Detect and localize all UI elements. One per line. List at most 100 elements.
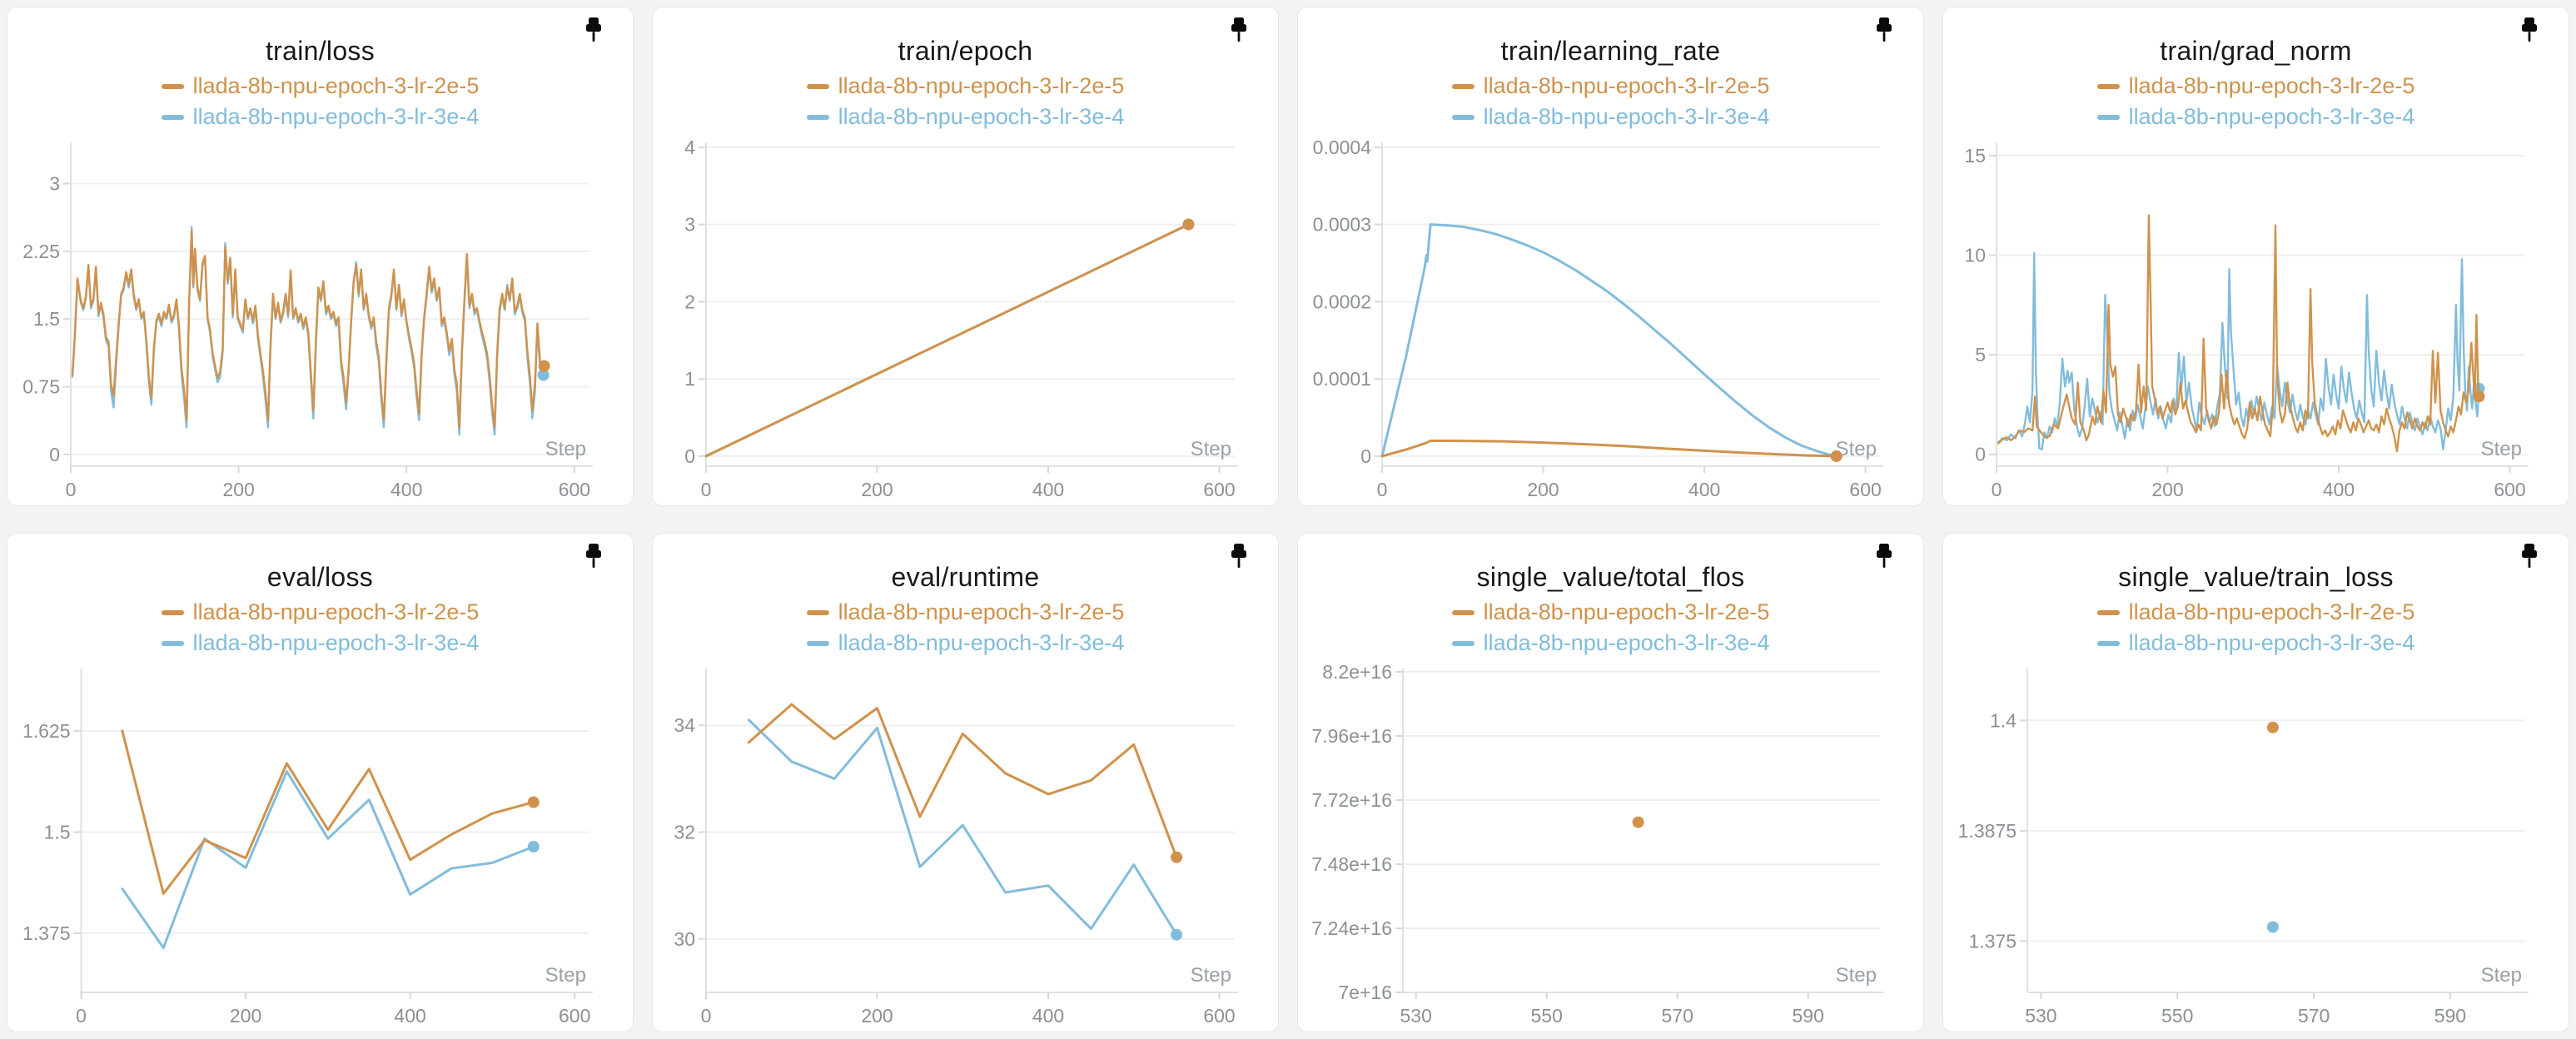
legend-label-run2: llada-8b-npu-epoch-3-lr-3e-4 [1484, 105, 1770, 130]
eval-runtime-chart[interactable]: 3032340200400600Step [653, 657, 1278, 1030]
train-epoch-chart[interactable]: 012340200400600Step [653, 131, 1278, 504]
svg-text:7.96e+16: 7.96e+16 [1311, 725, 1392, 747]
legend-item-run1[interactable]: llada-8b-npu-epoch-3-lr-2e-5 [162, 600, 480, 625]
legend-label-run1: llada-8b-npu-epoch-3-lr-2e-5 [2129, 600, 2415, 625]
svg-text:590: 590 [2434, 1005, 2466, 1027]
legend-item-run1[interactable]: llada-8b-npu-epoch-3-lr-2e-5 [2097, 74, 2415, 99]
eval-loss-chart[interactable]: 1.3751.51.6250200400600Step [7, 657, 633, 1030]
train-learning-rate-chart[interactable]: 00.00010.00020.00030.00040200400600Step [1298, 131, 1923, 504]
legend-item-run2[interactable]: llada-8b-npu-epoch-3-lr-3e-4 [162, 631, 480, 656]
panel-title: train/epoch [653, 36, 1278, 67]
svg-text:Step: Step [2481, 438, 2522, 460]
svg-text:1.4: 1.4 [1990, 709, 2017, 731]
svg-text:590: 590 [1793, 1005, 1824, 1027]
legend-swatch-run2 [807, 641, 829, 646]
svg-text:Step: Step [2481, 964, 2522, 987]
legend-item-run1[interactable]: llada-8b-npu-epoch-3-lr-2e-5 [1452, 600, 1770, 625]
pin-icon[interactable] [583, 17, 604, 46]
legend-swatch-run1 [807, 84, 829, 89]
pin-icon[interactable] [583, 544, 604, 572]
svg-text:200: 200 [2151, 479, 2183, 500]
svg-text:400: 400 [1032, 1005, 1064, 1027]
legend-item-run2[interactable]: llada-8b-npu-epoch-3-lr-3e-4 [807, 105, 1125, 130]
pin-icon[interactable] [1873, 544, 1895, 572]
legend-item-run1[interactable]: llada-8b-npu-epoch-3-lr-2e-5 [1452, 74, 1770, 99]
panel-title: eval/loss [7, 562, 633, 593]
legend-swatch-run2 [807, 115, 829, 120]
legend-item-run1[interactable]: llada-8b-npu-epoch-3-lr-2e-5 [2097, 600, 2415, 625]
svg-text:7.48e+16: 7.48e+16 [1311, 853, 1392, 875]
pin-icon[interactable] [1873, 17, 1895, 46]
legend-item-run1[interactable]: llada-8b-npu-epoch-3-lr-2e-5 [162, 74, 480, 99]
svg-text:400: 400 [1688, 479, 1720, 500]
svg-text:600: 600 [1203, 479, 1235, 500]
legend-swatch-run2 [162, 115, 184, 120]
legend-label-run2: llada-8b-npu-epoch-3-lr-3e-4 [193, 105, 480, 130]
svg-text:570: 570 [2298, 1005, 2330, 1027]
svg-text:400: 400 [1032, 479, 1064, 500]
legend-item-run2[interactable]: llada-8b-npu-epoch-3-lr-3e-4 [1452, 631, 1770, 656]
svg-text:7.72e+16: 7.72e+16 [1311, 789, 1392, 811]
pin-icon[interactable] [1228, 544, 1250, 572]
svg-text:0: 0 [66, 479, 77, 500]
single-value-train-loss-chart[interactable]: 1.3751.38751.4530550570590Step [1943, 657, 2569, 1030]
legend-label-run1: llada-8b-npu-epoch-3-lr-2e-5 [1484, 600, 1770, 625]
svg-text:400: 400 [390, 479, 422, 500]
legend-swatch-run1 [2097, 610, 2120, 615]
svg-text:200: 200 [1527, 479, 1559, 500]
svg-text:2: 2 [684, 291, 695, 312]
legend-item-run2[interactable]: llada-8b-npu-epoch-3-lr-3e-4 [1452, 105, 1770, 130]
svg-text:8.2e+16: 8.2e+16 [1322, 661, 1392, 683]
svg-text:0: 0 [76, 1005, 87, 1027]
legend-swatch-run2 [1452, 115, 1474, 120]
panel-eval-runtime: eval/runtime llada-8b-npu-epoch-3-lr-2e-… [652, 533, 1279, 1032]
panel-train-loss: train/loss llada-8b-npu-epoch-3-lr-2e-5 … [7, 7, 634, 506]
panel-title: eval/runtime [653, 562, 1278, 593]
svg-text:0: 0 [684, 445, 695, 467]
panel-single-value-train-loss: single_value/train_loss llada-8b-npu-epo… [1942, 533, 2569, 1032]
pin-icon[interactable] [1228, 17, 1250, 46]
svg-text:0.0003: 0.0003 [1313, 214, 1371, 236]
svg-text:600: 600 [1203, 1005, 1235, 1027]
svg-text:Step: Step [1191, 964, 1231, 987]
svg-text:200: 200 [861, 1005, 893, 1027]
pin-icon[interactable] [2519, 544, 2540, 572]
svg-text:530: 530 [1400, 1005, 1432, 1027]
legend-label-run2: llada-8b-npu-epoch-3-lr-3e-4 [193, 631, 480, 656]
train-loss-chart[interactable]: 00.751.52.2530200400600Step [7, 131, 633, 504]
svg-text:4: 4 [684, 137, 695, 158]
legend: llada-8b-npu-epoch-3-lr-2e-5 llada-8b-np… [1298, 74, 1923, 129]
svg-text:0: 0 [1992, 479, 2002, 500]
pin-icon[interactable] [2519, 17, 2540, 46]
svg-text:600: 600 [559, 1005, 590, 1027]
legend-item-run2[interactable]: llada-8b-npu-epoch-3-lr-3e-4 [162, 105, 480, 130]
train-grad-norm-chart[interactable]: 0510150200400600Step [1943, 131, 2569, 504]
dashboard-grid: train/loss llada-8b-npu-epoch-3-lr-2e-5 … [0, 0, 2576, 1039]
legend-item-run1[interactable]: llada-8b-npu-epoch-3-lr-2e-5 [807, 74, 1125, 99]
legend-label-run2: llada-8b-npu-epoch-3-lr-3e-4 [838, 631, 1125, 656]
single-value-total-flos-chart[interactable]: 7e+167.24e+167.48e+167.72e+167.96e+168.2… [1298, 657, 1923, 1030]
legend-swatch-run1 [1452, 610, 1474, 615]
legend-item-run1[interactable]: llada-8b-npu-epoch-3-lr-2e-5 [807, 600, 1125, 625]
svg-text:0: 0 [1975, 444, 1986, 465]
svg-text:1.5: 1.5 [33, 308, 60, 330]
legend-item-run2[interactable]: llada-8b-npu-epoch-3-lr-3e-4 [2097, 105, 2415, 130]
legend-item-run2[interactable]: llada-8b-npu-epoch-3-lr-3e-4 [2097, 631, 2415, 656]
legend-label-run1: llada-8b-npu-epoch-3-lr-2e-5 [193, 74, 480, 99]
svg-text:Step: Step [545, 438, 586, 460]
svg-text:3: 3 [49, 173, 60, 195]
svg-text:400: 400 [2323, 479, 2355, 500]
svg-text:1.625: 1.625 [22, 720, 71, 742]
legend: llada-8b-npu-epoch-3-lr-2e-5 llada-8b-np… [7, 74, 633, 129]
legend-label-run1: llada-8b-npu-epoch-3-lr-2e-5 [838, 600, 1125, 625]
legend-swatch-run1 [162, 610, 184, 615]
svg-text:1: 1 [684, 368, 695, 390]
panel-title: train/loss [7, 36, 633, 67]
svg-text:0.0004: 0.0004 [1313, 137, 1372, 158]
svg-text:0.0002: 0.0002 [1313, 291, 1371, 312]
legend-swatch-run1 [2097, 84, 2120, 89]
svg-text:Step: Step [545, 964, 586, 987]
legend-item-run2[interactable]: llada-8b-npu-epoch-3-lr-3e-4 [807, 631, 1125, 656]
legend-swatch-run2 [2097, 641, 2120, 646]
svg-text:200: 200 [222, 479, 254, 500]
